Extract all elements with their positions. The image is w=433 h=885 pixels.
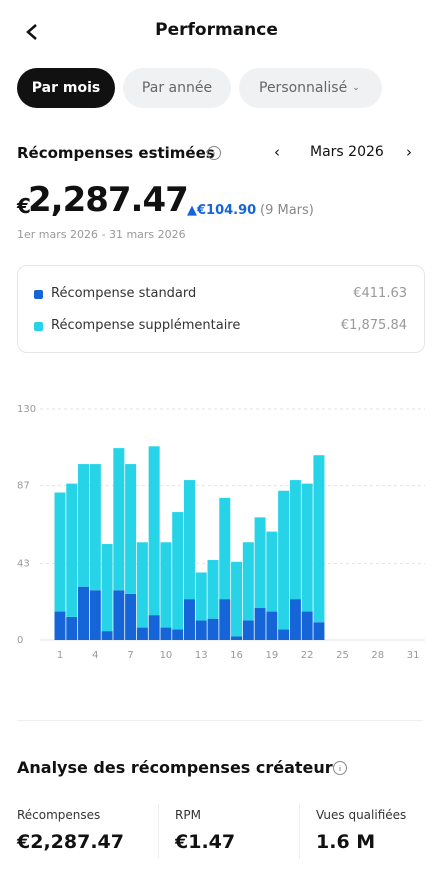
divider: [299, 804, 300, 859]
x-tick-label: 13: [195, 650, 208, 661]
bar-segment: [148, 615, 160, 640]
x-tick-label: 19: [265, 650, 278, 661]
bar-segment: [113, 448, 125, 591]
bar-segment: [66, 483, 78, 617]
x-tick-label: 16: [230, 650, 243, 661]
y-tick-label: 43: [17, 559, 30, 570]
bar-segment: [89, 464, 101, 591]
info-icon[interactable]: [206, 145, 222, 161]
bar-segment: [101, 631, 113, 640]
bar-segment: [89, 590, 101, 640]
legend-name: Récompense supplémentaire: [51, 318, 241, 333]
bar-segment: [54, 611, 66, 640]
x-tick-label: 25: [336, 650, 349, 661]
metric-label: RPM: [175, 808, 201, 822]
bar-segment: [278, 490, 290, 630]
x-tick-label: 7: [127, 650, 133, 661]
bar-segment: [183, 480, 195, 600]
metric-value: €1.47: [175, 831, 236, 853]
tab[interactable]: Personnalisé ⌄: [239, 68, 382, 108]
metric-value: 1.6 M: [316, 831, 376, 853]
bar-segment: [136, 542, 148, 628]
next[interactable]: ›: [406, 143, 412, 161]
legend-swatch: [34, 322, 43, 331]
bar-segment: [289, 480, 301, 600]
bar-segment: [172, 629, 184, 640]
legend-name: Récompense standard: [51, 286, 197, 301]
bar-segment: [207, 560, 219, 619]
bar-segment: [113, 590, 125, 640]
bar-segment: [125, 593, 137, 640]
month: Mars 2026: [310, 144, 384, 160]
tab[interactable]: Par mois: [17, 68, 115, 108]
bar-segment: [289, 599, 301, 640]
info-icon[interactable]: [332, 760, 348, 776]
bar-segment: [195, 620, 207, 640]
bar-segment: [278, 629, 290, 640]
x-tick-label: 22: [301, 650, 314, 661]
currency: €: [17, 194, 31, 218]
metric-label: Vues qualifiées: [316, 808, 407, 822]
y-tick-label: 0: [17, 635, 23, 646]
bar-segment: [125, 464, 137, 594]
change-date: (9 Mars): [260, 203, 314, 218]
bar-segment: [66, 616, 78, 640]
bar-segment: [136, 627, 148, 640]
bar-segment: [195, 572, 207, 621]
legend-total: €1,875.84: [340, 318, 407, 333]
bar-segment: [219, 497, 231, 600]
bar-segment: [101, 544, 113, 632]
bar-segment: [301, 483, 313, 612]
divider: [158, 804, 159, 859]
chart: 0 43 87 130 1 4 7 10 13 16 19 22 25 28 31: [17, 404, 425, 661]
divider: [17, 720, 423, 721]
bar-segment: [219, 599, 231, 640]
bar-segment: [242, 620, 254, 640]
metric-label: Récompenses: [17, 808, 101, 822]
x-tick-label: 1: [57, 650, 63, 661]
bar-segment: [242, 542, 254, 621]
page-title: Performance: [155, 20, 278, 40]
bar-segment: [183, 599, 195, 640]
back-icon[interactable]: [22, 22, 42, 42]
bar-segment: [313, 455, 325, 623]
bar-segment: [301, 611, 313, 640]
bar-segment: [160, 542, 172, 628]
x-tick-label: 31: [407, 650, 420, 661]
bar-segment: [78, 464, 90, 587]
date-range: 1er mars 2026 - 31 mars 2026: [17, 228, 186, 241]
bar-segment: [160, 627, 172, 640]
change: ▲€104.90: [187, 203, 257, 218]
bar-segment: [266, 611, 278, 640]
bar-segment: [313, 622, 325, 640]
section-title: Récompenses estimées: [17, 144, 215, 162]
bar-segment: [254, 608, 266, 640]
x-tick-label: 28: [371, 650, 384, 661]
legend-swatch: [34, 290, 43, 299]
bar-segment: [78, 586, 90, 640]
x-tick-label: 4: [92, 650, 98, 661]
tab[interactable]: Par année: [123, 68, 231, 108]
section-title: Analyse des récompenses créateur: [17, 758, 333, 777]
bar-segment: [207, 618, 219, 640]
prev[interactable]: ‹: [274, 143, 280, 161]
bar-segment: [172, 512, 184, 630]
bar-segment: [148, 446, 160, 616]
metric-value: €2,287.47: [17, 831, 124, 853]
bar-segment: [231, 636, 243, 640]
amount: 2,287.47: [28, 180, 189, 220]
x-tick-label: 10: [160, 650, 173, 661]
legend-card: [17, 265, 425, 353]
bar-segment: [231, 561, 243, 637]
bar-segment: [54, 492, 66, 612]
bar-segment: [266, 531, 278, 612]
bar-segment: [254, 517, 266, 609]
tab-label: Personnalisé: [259, 80, 348, 96]
y-tick-label: 87: [17, 480, 30, 491]
legend-total: €411.63: [353, 286, 407, 301]
y-tick-label: 130: [17, 404, 36, 415]
